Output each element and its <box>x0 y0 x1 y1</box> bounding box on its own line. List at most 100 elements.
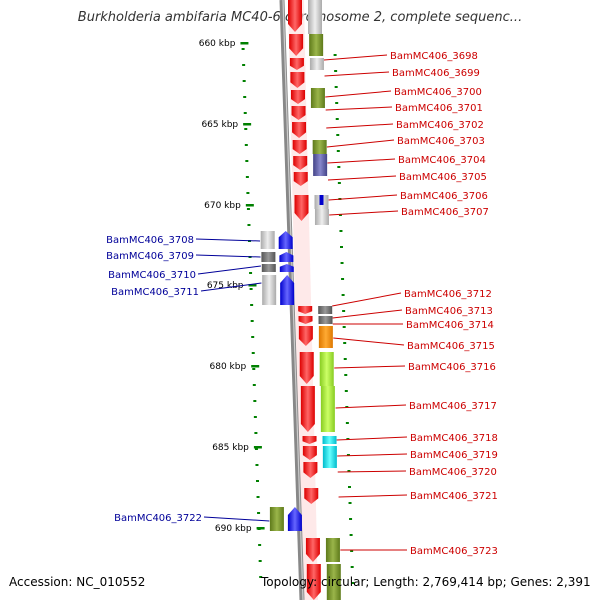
guide-dash <box>243 112 247 114</box>
blue-gene-arrow <box>278 231 293 249</box>
guide-dash <box>340 246 343 248</box>
right-gene-label: BamMC406_3721 <box>410 491 498 502</box>
left-gene-block <box>261 264 276 272</box>
right-gene-label: BamMC406_3704 <box>398 155 486 166</box>
red-gene-arrow <box>298 306 313 314</box>
right-label-leader <box>337 470 407 473</box>
guide-dash <box>348 486 351 488</box>
guide-dash <box>242 64 246 66</box>
guide-dash <box>244 128 248 130</box>
guide-dash <box>253 400 257 402</box>
guide-dash <box>343 358 347 360</box>
guide-dash <box>336 134 340 136</box>
red-gene-arrow <box>288 0 302 32</box>
right-gene-label: BamMC406_3700 <box>394 87 482 98</box>
guide-dash <box>345 406 349 408</box>
guide-dash <box>333 54 337 56</box>
guide-dash <box>255 464 259 466</box>
red-gene-arrow <box>294 195 309 221</box>
ruler-label: 690 kbp <box>215 524 252 534</box>
right-label-leader <box>323 54 388 61</box>
blue-gene-arrow <box>279 264 294 272</box>
right-gene-label: BamMC406_3720 <box>409 467 497 478</box>
right-gene-label: BamMC406_3698 <box>390 51 478 62</box>
red-gene-arrow <box>302 446 317 460</box>
gene-block <box>314 209 329 225</box>
left-gene-block <box>262 275 277 305</box>
ruler-label: 660 kbp <box>199 39 236 49</box>
right-label-leader <box>334 365 406 369</box>
red-gene-arrow <box>292 140 307 154</box>
gene-block <box>312 140 327 154</box>
guide-dash <box>258 544 262 546</box>
ruler-tick <box>251 365 260 368</box>
guide-dash <box>246 208 250 210</box>
guide-dash <box>256 496 260 498</box>
right-gene-label: BamMC406_3723 <box>410 546 498 557</box>
red-gene-arrow <box>290 72 305 88</box>
guide-dash <box>337 182 341 184</box>
ruler-tick <box>240 42 249 45</box>
guide-dash <box>338 214 342 216</box>
right-label-leader <box>332 292 402 307</box>
guide-dash <box>350 550 354 552</box>
right-gene-label: BamMC406_3712 <box>404 289 492 300</box>
guide-dash <box>343 342 347 344</box>
red-gene-arrow <box>302 436 317 444</box>
gene-block <box>318 316 333 324</box>
ruler-tick <box>248 284 257 287</box>
right-gene-label: BamMC406_3705 <box>399 172 487 183</box>
guide-dash <box>351 582 355 584</box>
blue-gene-arrow <box>280 275 295 305</box>
red-gene-arrow <box>289 34 304 56</box>
ruler-tick <box>245 204 254 207</box>
left-label-leader <box>203 516 270 522</box>
left-gene-label: BamMC406_3722 <box>114 513 202 524</box>
guide-dash <box>337 166 341 168</box>
right-label-leader <box>325 90 392 98</box>
right-gene-label: BamMC406_3703 <box>397 136 485 147</box>
gene-block <box>325 538 340 562</box>
guide-dash <box>345 422 349 424</box>
guide-dash <box>252 384 256 386</box>
red-gene-arrow <box>292 122 307 138</box>
gene-block <box>326 564 341 600</box>
red-gene-arrow <box>300 386 315 432</box>
left-gene-block <box>269 507 284 531</box>
right-gene-label: BamMC406_3717 <box>409 401 497 412</box>
red-gene-arrow <box>289 58 304 70</box>
ruler-label: 665 kbp <box>201 120 238 130</box>
blue-gene-arrow <box>287 507 302 531</box>
guide-dash <box>254 432 258 434</box>
gene-block-marker <box>319 195 324 205</box>
guide-dash <box>244 144 248 146</box>
guide-dash <box>241 48 245 50</box>
red-gene-arrow <box>291 90 305 104</box>
guide-dash <box>253 416 257 418</box>
ruler-label: 685 kbp <box>212 443 249 453</box>
right-label-leader <box>325 106 393 111</box>
gene-block <box>320 386 335 432</box>
right-label-leader <box>327 158 396 164</box>
right-gene-label: BamMC406_3716 <box>408 362 496 373</box>
right-gene-label: BamMC406_3706 <box>400 191 488 202</box>
right-gene-label: BamMC406_3713 <box>405 306 493 317</box>
guide-dash <box>344 374 348 376</box>
right-gene-label: BamMC406_3699 <box>392 68 480 79</box>
left-label-leader <box>195 238 261 242</box>
gene-block <box>308 0 322 34</box>
blue-gene-arrow <box>279 252 294 262</box>
gene-block <box>318 326 333 348</box>
guide-dash <box>344 390 348 392</box>
guide-dash <box>251 352 255 354</box>
gene-block <box>310 88 325 108</box>
left-gene-label: BamMC406_3708 <box>106 235 194 246</box>
guide-dash <box>258 560 262 562</box>
guide-dash <box>346 438 350 440</box>
guide-dash <box>349 518 353 520</box>
guide-dash <box>249 288 253 290</box>
guide-dash <box>250 304 254 306</box>
ruler-tick <box>256 527 265 530</box>
guide-dash <box>245 176 249 178</box>
